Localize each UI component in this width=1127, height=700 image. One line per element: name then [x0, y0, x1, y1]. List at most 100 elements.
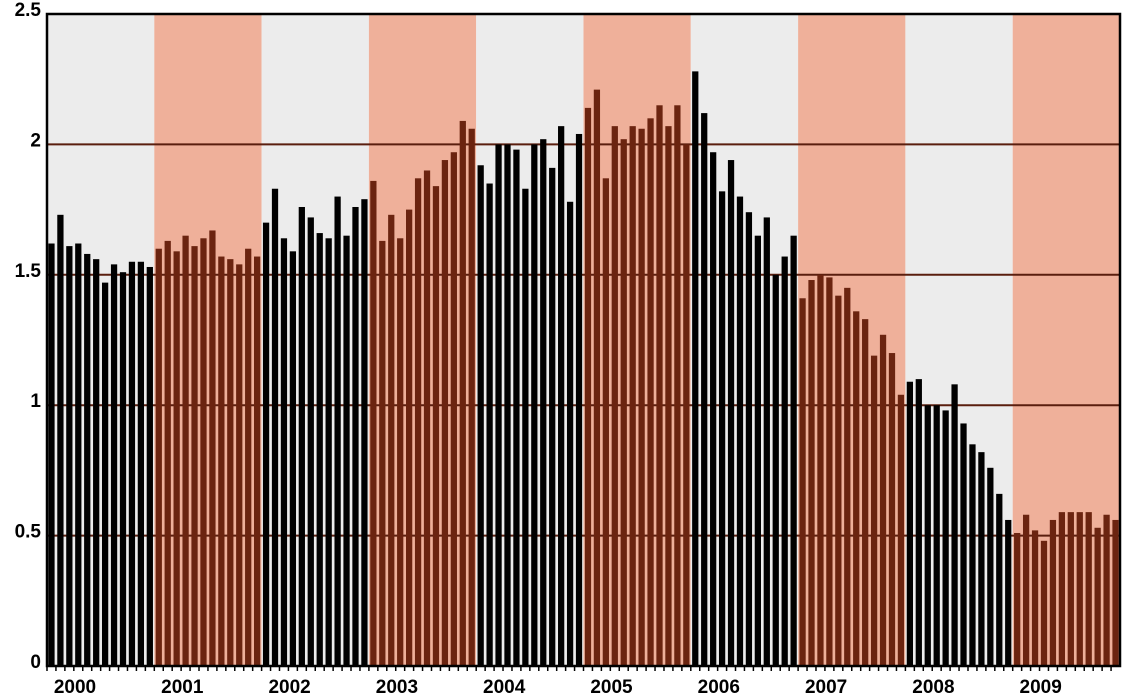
- bar: [432, 186, 440, 667]
- bar: [566, 201, 574, 666]
- year-band: [583, 14, 691, 666]
- bar: [128, 261, 136, 666]
- y-tick-label: 0.5: [15, 522, 42, 543]
- bar: [280, 238, 288, 666]
- bar: [924, 405, 931, 666]
- bar: [370, 180, 377, 667]
- bar: [459, 120, 466, 667]
- year-band: [905, 14, 1013, 666]
- bar: [808, 280, 815, 666]
- bar: [110, 264, 118, 666]
- bar: [513, 149, 520, 667]
- bar: [674, 105, 681, 666]
- x-tick-label: 2008: [912, 677, 954, 698]
- year-band: [261, 14, 369, 666]
- plot-frame: [45, 12, 1122, 668]
- bar: [1094, 527, 1101, 666]
- bar: [665, 126, 672, 667]
- bar: [736, 196, 744, 666]
- bar: [522, 188, 529, 666]
- bar: [602, 178, 609, 666]
- bar: [84, 253, 91, 666]
- bar: [1014, 532, 1021, 666]
- bar: [575, 133, 583, 666]
- bar: [414, 178, 422, 666]
- y-tick-label: 2.5: [15, 0, 42, 21]
- bar: [987, 467, 994, 666]
- bar: [1031, 530, 1039, 666]
- bar: [1103, 514, 1110, 666]
- bar: [593, 89, 601, 666]
- bar: [853, 311, 860, 666]
- bar: [584, 107, 592, 666]
- year-band: [154, 14, 262, 666]
- bar: [558, 126, 565, 667]
- bar: [620, 139, 627, 666]
- bar: [164, 240, 171, 666]
- bar: [781, 256, 788, 666]
- bar: [701, 113, 708, 666]
- bar: [960, 423, 967, 666]
- y-tick-label: 0: [30, 652, 41, 673]
- bar: [388, 214, 395, 667]
- bar: [137, 261, 145, 666]
- bar: [870, 355, 878, 666]
- bar: [57, 214, 64, 667]
- bar: [227, 259, 234, 666]
- bar: [1058, 512, 1066, 666]
- x-tick-label: 2009: [1020, 677, 1062, 698]
- bar: [1022, 514, 1030, 666]
- bar: [406, 209, 413, 666]
- bar: [799, 298, 806, 666]
- bar: [718, 191, 726, 666]
- bar: [441, 160, 449, 666]
- x-tick-label: 2003: [376, 677, 418, 698]
- bar: [379, 240, 386, 666]
- bar: [101, 282, 109, 666]
- x-tick-label: 2001: [161, 677, 204, 698]
- y-tick-label: 1: [30, 391, 41, 412]
- bar: [334, 196, 341, 666]
- bar: [450, 152, 457, 666]
- bar: [710, 152, 717, 666]
- bar: [245, 248, 252, 666]
- bar: [638, 128, 645, 666]
- bar: [942, 410, 949, 666]
- x-tick-label: 2004: [483, 677, 526, 698]
- bar: [173, 251, 180, 666]
- bar: [146, 266, 153, 666]
- bar: [611, 126, 618, 667]
- bar: [504, 144, 511, 666]
- year-band: [476, 14, 584, 666]
- bar: [817, 274, 824, 666]
- bar: [692, 71, 699, 667]
- x-tick-label: 2002: [268, 677, 310, 698]
- bar: [298, 206, 305, 666]
- x-tick-label: 2000: [54, 677, 96, 698]
- year-band: [798, 14, 906, 666]
- bar: [66, 246, 73, 666]
- bar: [343, 235, 350, 666]
- bar: [75, 243, 82, 666]
- bar: [727, 160, 735, 666]
- bar: [253, 256, 261, 666]
- year-band: [690, 14, 799, 666]
- bar: [119, 272, 127, 666]
- bar: [862, 319, 869, 666]
- bar: [996, 493, 1003, 666]
- bar: [182, 235, 189, 666]
- bar: [1067, 512, 1074, 666]
- bar: [325, 238, 332, 666]
- bar: [48, 243, 55, 666]
- bar: [352, 206, 359, 666]
- bar: [477, 165, 484, 666]
- bar: [540, 139, 547, 666]
- bar: [423, 170, 431, 667]
- bar: [549, 167, 556, 666]
- y-tick-label: 2: [30, 130, 41, 151]
- bar: [1076, 512, 1083, 666]
- bar: [218, 256, 225, 666]
- bar: [397, 238, 404, 666]
- bar: [951, 384, 958, 666]
